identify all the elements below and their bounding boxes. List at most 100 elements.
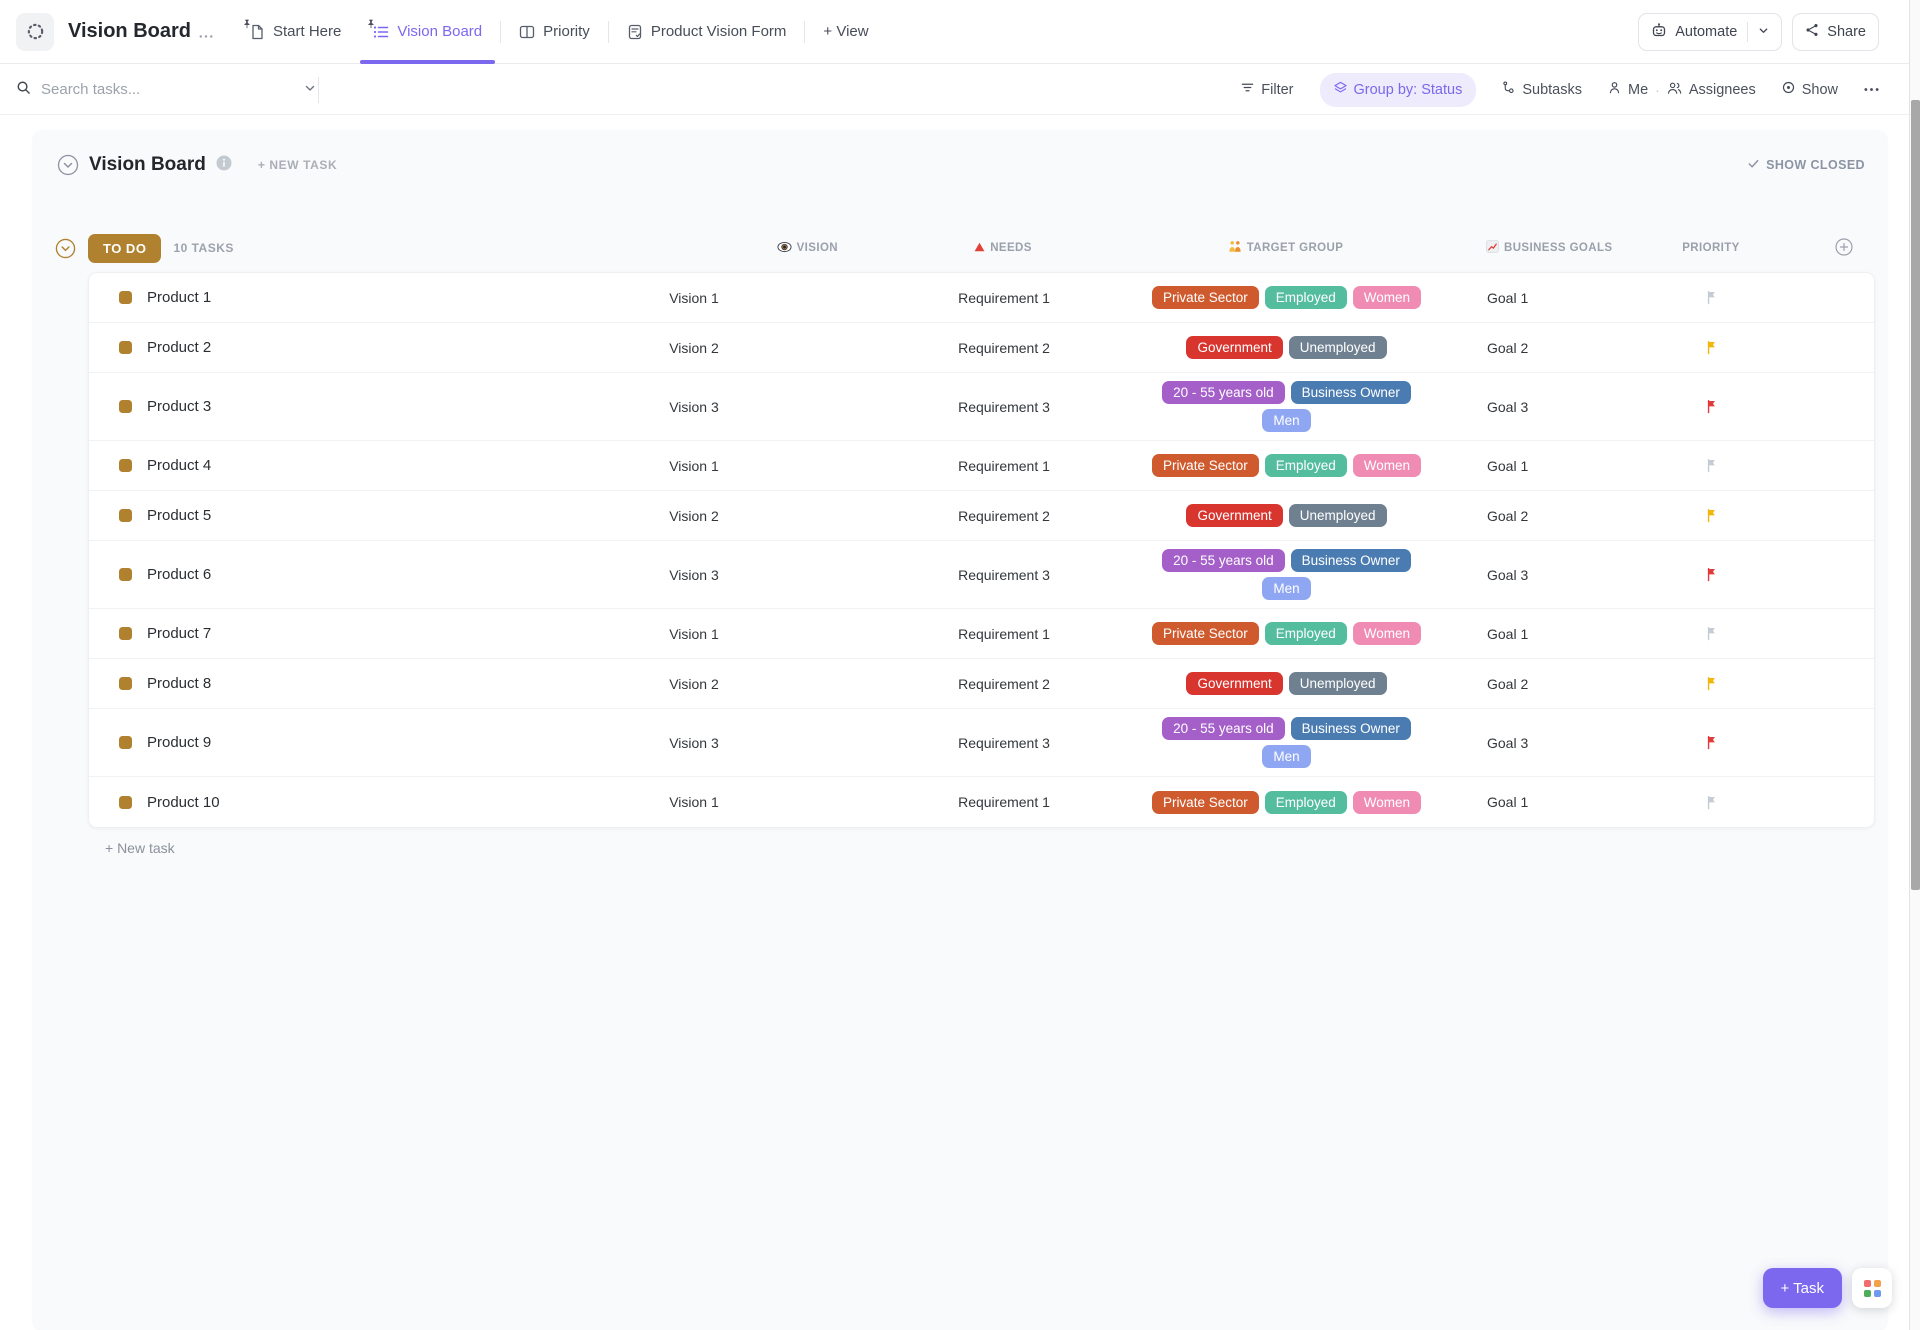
- title-more-icon[interactable]: [199, 26, 213, 44]
- priority-flag-icon[interactable]: [1652, 399, 1772, 414]
- needs-cell[interactable]: Requirement 1: [958, 625, 1050, 642]
- show-closed-button[interactable]: SHOW CLOSED: [1747, 157, 1865, 173]
- chevron-down-icon[interactable]: [1758, 24, 1769, 40]
- column-header-target-group[interactable]: TARGET GROUP: [1138, 240, 1433, 256]
- priority-flag-icon[interactable]: [1652, 676, 1772, 691]
- business-goal-cell[interactable]: Goal 3: [1487, 734, 1529, 751]
- vision-cell[interactable]: Vision 1: [669, 625, 719, 642]
- business-goal-cell[interactable]: Goal 1: [1487, 289, 1529, 306]
- tag-20-55-years-old[interactable]: 20 - 55 years old: [1162, 717, 1285, 740]
- status-square-icon[interactable]: [119, 795, 132, 809]
- task-cell[interactable]: Product 3: [89, 398, 519, 415]
- target-group-cell[interactable]: 20 - 55 years old Business Owner Men: [1139, 373, 1434, 440]
- priority-flag-icon[interactable]: [1652, 340, 1772, 355]
- task-cell[interactable]: Product 6: [89, 566, 519, 583]
- task-name[interactable]: Product 4: [147, 457, 212, 474]
- target-group-cell[interactable]: Private Sector Employed Women: [1139, 614, 1434, 653]
- priority-flag-icon[interactable]: [1652, 290, 1772, 305]
- tag-unemployed[interactable]: Unemployed: [1288, 336, 1387, 359]
- more-options-icon[interactable]: [1864, 87, 1879, 92]
- tag-private-sector[interactable]: Private Sector: [1151, 622, 1259, 645]
- business-goal-cell[interactable]: Goal 2: [1487, 339, 1529, 356]
- task-cell[interactable]: Product 1: [89, 289, 519, 306]
- business-goal-cell[interactable]: Goal 2: [1487, 675, 1529, 692]
- needs-cell[interactable]: Requirement 1: [958, 289, 1050, 306]
- target-group-cell[interactable]: 20 - 55 years old Business Owner Men: [1139, 541, 1434, 608]
- tab-priority[interactable]: Priority: [503, 0, 606, 64]
- status-square-icon[interactable]: [119, 291, 132, 304]
- task-cell[interactable]: Product 10: [89, 794, 519, 811]
- target-group-cell[interactable]: Government Unemployed: [1139, 328, 1434, 367]
- scrollbar-thumb[interactable]: [1911, 100, 1920, 890]
- task-name[interactable]: Product 8: [147, 675, 212, 692]
- target-group-cell[interactable]: Private Sector Employed Women: [1139, 783, 1434, 822]
- tag-business-owner[interactable]: Business Owner: [1290, 717, 1411, 740]
- task-cell[interactable]: Product 4: [89, 457, 519, 474]
- tab-vision-board[interactable]: Vision Board: [357, 0, 498, 64]
- priority-flag-icon[interactable]: [1652, 795, 1772, 810]
- vision-cell[interactable]: Vision 2: [669, 339, 719, 356]
- task-name[interactable]: Product 2: [147, 339, 212, 356]
- vision-cell[interactable]: Vision 1: [669, 457, 719, 474]
- status-square-icon[interactable]: [119, 400, 132, 413]
- tag-20-55-years-old[interactable]: 20 - 55 years old: [1162, 381, 1285, 404]
- assignees-label[interactable]: Assignees: [1688, 81, 1756, 98]
- priority-flag-icon[interactable]: [1652, 567, 1772, 582]
- vision-cell[interactable]: Vision 1: [669, 794, 719, 810]
- business-goal-cell[interactable]: Goal 1: [1487, 794, 1529, 810]
- task-cell[interactable]: Product 9: [89, 734, 519, 751]
- search-input[interactable]: [41, 81, 231, 98]
- tag-women[interactable]: Women: [1352, 790, 1422, 814]
- tag-employed[interactable]: Employed: [1264, 286, 1347, 309]
- vision-cell[interactable]: Vision 3: [669, 734, 719, 751]
- needs-cell[interactable]: Requirement 1: [958, 457, 1050, 474]
- status-square-icon[interactable]: [119, 459, 132, 472]
- task-cell[interactable]: Product 7: [89, 625, 519, 642]
- status-square-icon[interactable]: [119, 736, 132, 749]
- share-button[interactable]: Share: [1792, 12, 1879, 51]
- add-task-fab[interactable]: + Task: [1762, 1268, 1842, 1308]
- tab-start-here[interactable]: Start Here: [233, 0, 357, 64]
- app-grid-button[interactable]: [1852, 1268, 1892, 1308]
- task-name[interactable]: Product 6: [147, 566, 212, 583]
- status-square-icon[interactable]: [119, 677, 132, 690]
- tag-women[interactable]: Women: [1352, 286, 1422, 309]
- tag-employed[interactable]: Employed: [1264, 454, 1347, 477]
- new-task-bottom-button[interactable]: + New task: [105, 840, 175, 856]
- business-goal-cell[interactable]: Goal 1: [1487, 625, 1529, 642]
- task-cell[interactable]: Product 8: [89, 675, 519, 692]
- tag-women[interactable]: Women: [1352, 622, 1422, 645]
- target-group-cell[interactable]: Government Unemployed: [1139, 496, 1434, 535]
- vision-cell[interactable]: Vision 2: [669, 507, 719, 524]
- task-cell[interactable]: Product 2: [89, 339, 519, 356]
- tag-business-owner[interactable]: Business Owner: [1290, 549, 1411, 572]
- tag-20-55-years-old[interactable]: 20 - 55 years old: [1162, 549, 1285, 572]
- needs-cell[interactable]: Requirement 1: [958, 794, 1050, 810]
- target-group-cell[interactable]: Private Sector Employed Women: [1139, 446, 1434, 485]
- status-square-icon[interactable]: [119, 509, 132, 522]
- column-header-business-goals[interactable]: BUSINESS GOALS: [1433, 240, 1651, 256]
- tag-private-sector[interactable]: Private Sector: [1151, 286, 1259, 309]
- tag-business-owner[interactable]: Business Owner: [1290, 381, 1411, 404]
- priority-flag-icon[interactable]: [1652, 458, 1772, 473]
- search-chevron-icon[interactable]: [304, 81, 316, 99]
- show-button[interactable]: Show: [1782, 81, 1838, 98]
- task-name[interactable]: Product 1: [147, 289, 212, 306]
- tag-government[interactable]: Government: [1186, 504, 1283, 527]
- task-name[interactable]: Product 5: [147, 507, 212, 524]
- vision-cell[interactable]: Vision 1: [669, 289, 719, 306]
- tag-men[interactable]: Men: [1262, 409, 1311, 432]
- needs-cell[interactable]: Requirement 2: [958, 339, 1050, 356]
- tag-private-sector[interactable]: Private Sector: [1151, 454, 1259, 477]
- collapse-list-icon[interactable]: [57, 154, 79, 176]
- task-name[interactable]: Product 10: [147, 793, 220, 811]
- business-goal-cell[interactable]: Goal 2: [1487, 507, 1529, 524]
- needs-cell[interactable]: Requirement 2: [958, 675, 1050, 692]
- tag-government[interactable]: Government: [1186, 336, 1283, 359]
- add-column-button[interactable]: [1771, 237, 1881, 259]
- vision-cell[interactable]: Vision 3: [669, 566, 719, 583]
- new-task-top-button[interactable]: + NEW TASK: [257, 158, 338, 172]
- collapse-group-icon[interactable]: [55, 238, 76, 259]
- tag-private-sector[interactable]: Private Sector: [1151, 790, 1259, 814]
- target-group-cell[interactable]: 20 - 55 years old Business Owner Men: [1139, 709, 1434, 776]
